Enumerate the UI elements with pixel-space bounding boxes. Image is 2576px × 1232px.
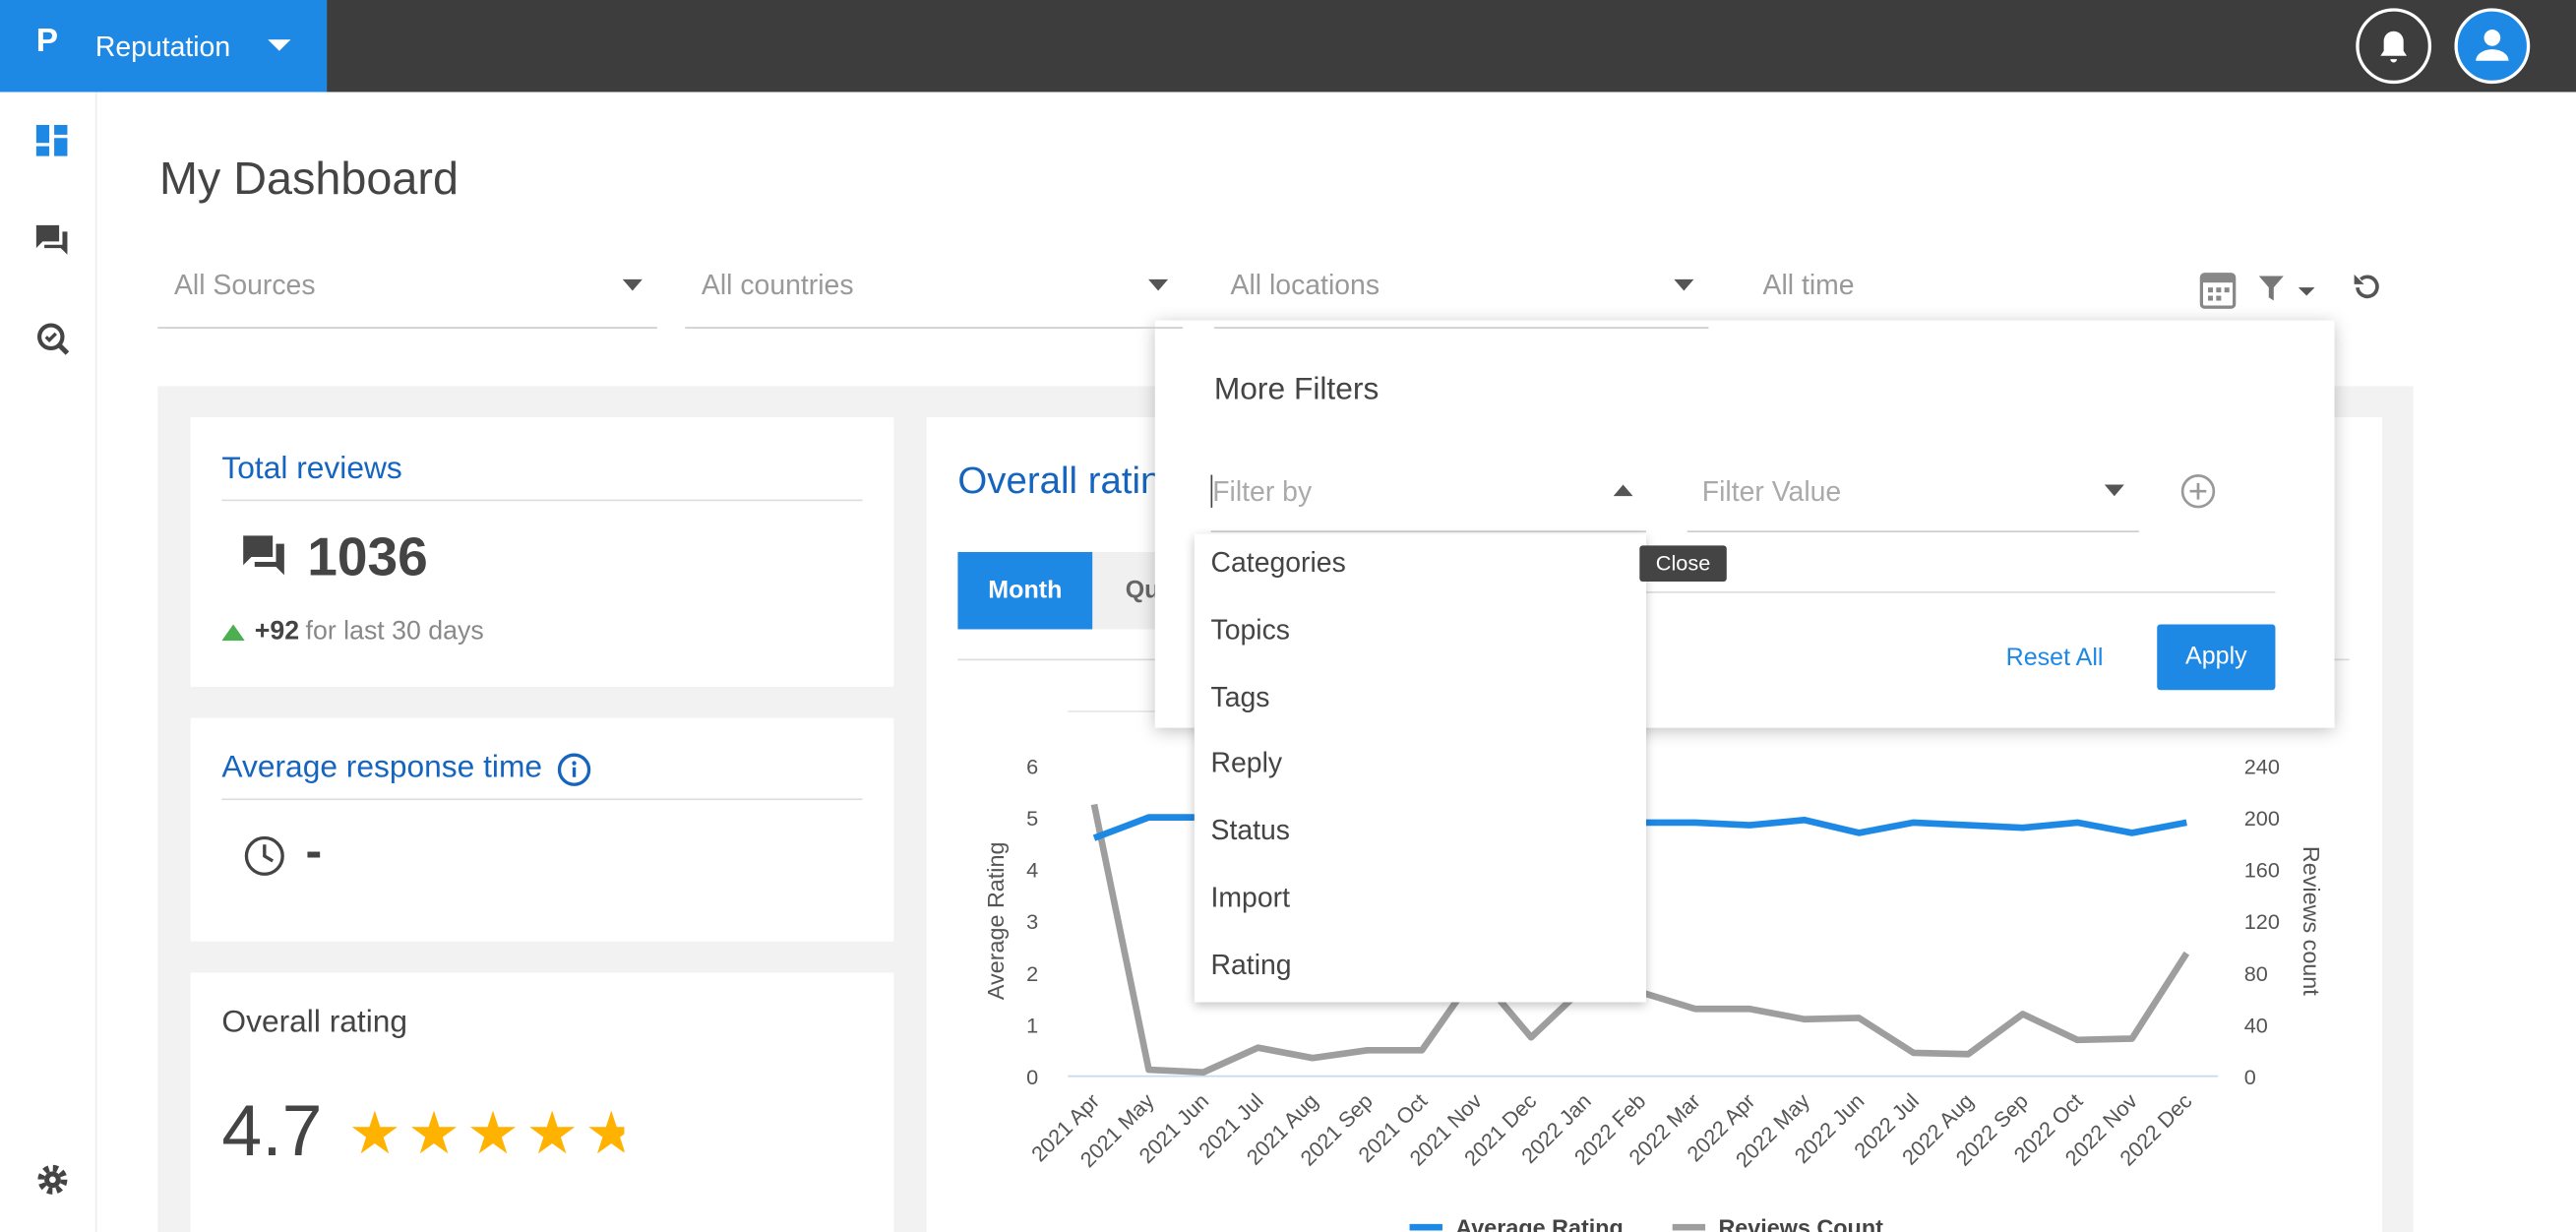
filter-by-options: Categories Topics Tags Reply Status Import Rat…	[1194, 533, 1646, 1003]
filter-option[interactable]: Categories	[1210, 546, 1346, 579]
page-title: My Dashboard	[158, 153, 459, 205]
caret	[1674, 278, 1694, 291]
y2-tick-label: 40	[2244, 1013, 2268, 1037]
logo: P	[35, 23, 59, 60]
y-tick-label: 4	[1026, 858, 1038, 883]
reset-filters[interactable]	[2351, 271, 2383, 303]
stars: ★★★★★	[348, 1101, 660, 1167]
card-avg-response	[190, 717, 894, 942]
more-filters-toggle[interactable]	[2257, 275, 2316, 304]
filter-label: All Sources	[173, 269, 316, 301]
filter-label: All locations	[1230, 269, 1380, 301]
up-arrow	[221, 624, 245, 642]
avg-response-value: -	[305, 825, 323, 880]
date-picker[interactable]	[2199, 270, 2237, 309]
y-axis-label: Average Rating	[983, 842, 1009, 1001]
sidebar	[0, 92, 97, 1232]
top-bar	[0, 0, 2576, 92]
nav-reviews[interactable]	[35, 224, 69, 258]
filter-dropdown[interactable]	[685, 263, 1184, 329]
legend-label: Reviews Count	[1718, 1215, 1883, 1232]
caret	[1148, 278, 1169, 291]
filter-by-input[interactable]	[1210, 473, 1646, 532]
change: +92	[254, 617, 300, 647]
star: ★	[466, 1100, 521, 1167]
legend-label: Average Rating	[1455, 1215, 1623, 1232]
y2-tick-label: 160	[2244, 858, 2280, 883]
filter-value-placeholder: Filter Value	[1701, 476, 1842, 508]
reset-all[interactable]: Reset All	[2005, 644, 2104, 672]
notifications[interactable]	[2355, 7, 2433, 86]
filter-option[interactable]: Tags	[1210, 681, 1270, 712]
divider	[221, 499, 863, 502]
card-title: Total reviews	[221, 452, 402, 487]
star: ★	[407, 1100, 460, 1167]
clock-icon	[244, 835, 284, 876]
y-tick-label: 5	[1026, 806, 1038, 831]
y-tick-label: 2	[1026, 961, 1038, 986]
filter-option[interactable]: Rating	[1210, 949, 1292, 981]
tooltip: Close	[1639, 545, 1727, 583]
caret	[2104, 484, 2124, 497]
filter-by-placeholder: Filter by	[1212, 476, 1313, 508]
star: ★	[584, 1101, 624, 1167]
total-reviews-value: 1036	[307, 525, 428, 587]
period-button[interactable]: Month	[957, 551, 1093, 630]
nav-dashboard[interactable]	[35, 124, 69, 157]
caret	[622, 278, 643, 291]
user-menu[interactable]	[2453, 7, 2532, 86]
filter-option[interactable]: Status	[1210, 815, 1291, 847]
filter-dropdown[interactable]	[1213, 263, 1709, 329]
filter-value-input[interactable]	[1687, 473, 2139, 532]
y2-axis-label: Reviews count	[2299, 846, 2324, 996]
y-tick-label: 0	[1026, 1065, 1038, 1089]
cursor	[1210, 474, 1213, 508]
star: ★	[347, 1100, 401, 1167]
y2-tick-label: 0	[2244, 1065, 2256, 1089]
filter-option[interactable]: Reply	[1210, 748, 1283, 780]
caret	[268, 39, 291, 51]
app-name: Reputation	[94, 31, 231, 63]
filter-option[interactable]: Topics	[1210, 614, 1290, 646]
overall-value: 4.7	[221, 1090, 323, 1172]
y2-tick-label: 240	[2244, 754, 2280, 778]
card-overall-rating	[190, 972, 894, 1232]
card-title: Average response time	[221, 751, 543, 786]
filter-label: All time	[1762, 269, 1855, 301]
divider	[221, 798, 863, 801]
y-tick-label: 1	[1026, 1013, 1038, 1037]
star: ★	[525, 1100, 580, 1167]
nav-settings[interactable]	[36, 1163, 69, 1196]
chart-title: Overall rating	[957, 458, 1183, 502]
card-title: Overall rating	[221, 1005, 408, 1040]
nav-search[interactable]	[36, 322, 70, 355]
caret	[1613, 484, 1633, 497]
change-note: for last 30 days	[305, 617, 484, 647]
add-filter[interactable]	[2180, 473, 2217, 510]
apply-button[interactable]: Apply	[2157, 624, 2276, 691]
reviews-icon	[243, 535, 284, 576]
popup-title: More Filters	[1213, 373, 1380, 408]
filter-option[interactable]: Import	[1210, 882, 1290, 914]
info-icon[interactable]	[557, 753, 591, 787]
y-tick-label: 6	[1026, 754, 1038, 778]
y-tick-label: 3	[1026, 909, 1038, 934]
card-total-reviews	[190, 417, 894, 687]
divider	[1645, 591, 2276, 593]
y2-tick-label: 200	[2244, 806, 2280, 831]
y2-tick-label: 80	[2244, 961, 2268, 986]
y2-tick-label: 120	[2244, 909, 2280, 934]
filter-dropdown[interactable]	[157, 263, 657, 329]
filter-label: All countries	[701, 269, 854, 301]
app-switcher[interactable]	[0, 0, 328, 92]
